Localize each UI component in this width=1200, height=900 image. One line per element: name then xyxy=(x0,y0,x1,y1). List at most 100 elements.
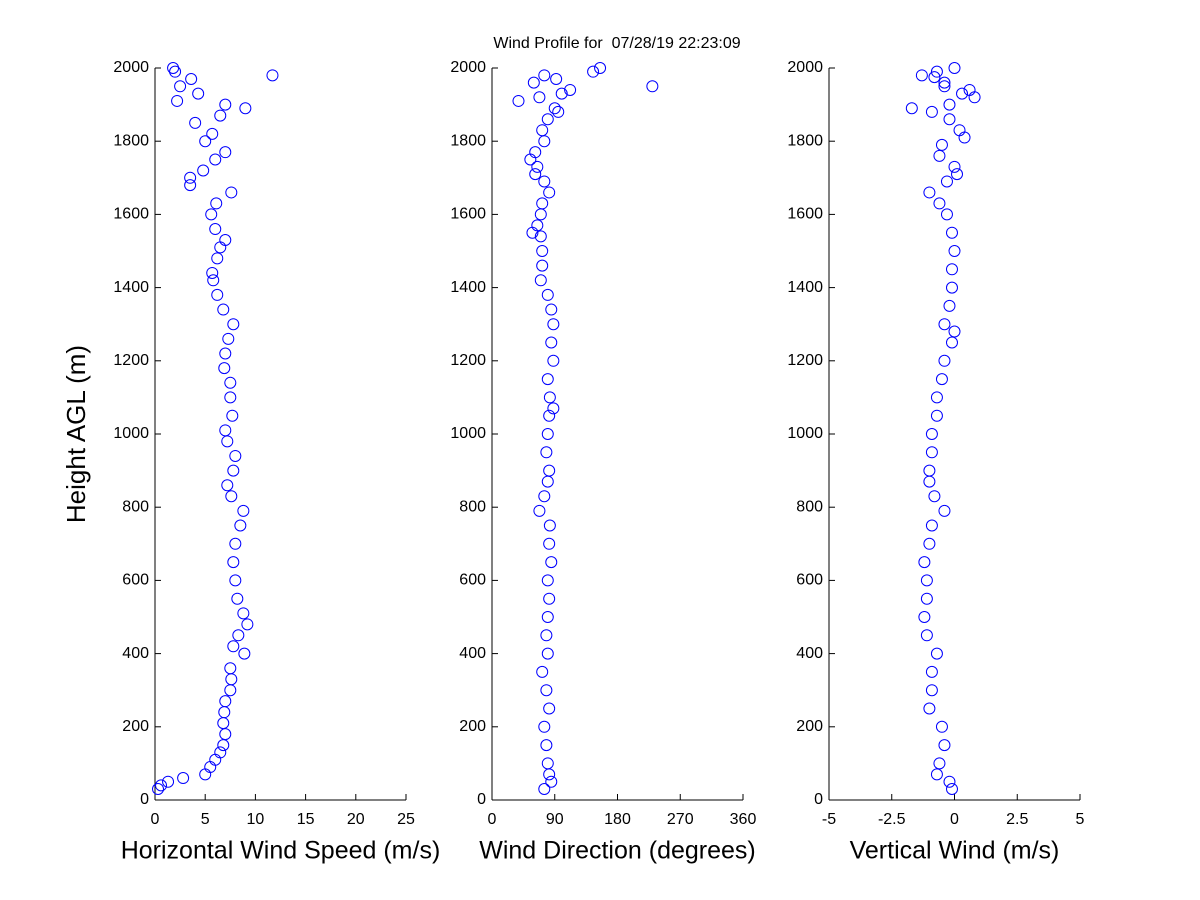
point xyxy=(543,702,556,715)
point xyxy=(219,98,232,111)
point xyxy=(933,757,946,770)
point xyxy=(543,391,556,404)
point xyxy=(943,113,956,126)
point xyxy=(224,391,237,404)
point xyxy=(948,325,961,338)
point xyxy=(531,219,544,232)
point xyxy=(948,245,961,257)
point xyxy=(930,768,943,781)
point xyxy=(167,62,180,74)
point xyxy=(933,197,946,210)
point xyxy=(512,94,525,107)
point xyxy=(538,175,551,188)
x-tick-label: 20 xyxy=(347,811,365,828)
x-axis-label: Vertical Wind (m/s) xyxy=(850,837,1060,865)
point xyxy=(241,618,254,631)
point xyxy=(552,105,565,118)
point xyxy=(218,362,231,375)
point xyxy=(536,665,549,678)
point xyxy=(938,318,951,331)
point xyxy=(155,779,168,792)
point xyxy=(945,226,958,239)
point xyxy=(547,402,560,415)
point xyxy=(536,124,549,137)
y-tick-label: 1400 xyxy=(450,279,486,296)
point xyxy=(221,479,234,492)
y-tick-label: 200 xyxy=(122,718,149,735)
y-tick-label: 1000 xyxy=(113,425,149,442)
point xyxy=(935,720,948,733)
point xyxy=(940,208,953,221)
x-tick-label: 0 xyxy=(488,811,497,828)
y-tick-label: 2000 xyxy=(787,59,823,76)
point xyxy=(206,266,219,279)
point xyxy=(930,647,943,660)
point xyxy=(923,464,936,477)
point xyxy=(545,336,558,349)
point xyxy=(587,65,600,78)
point xyxy=(545,556,558,569)
x-tick-label: 5 xyxy=(1076,811,1085,828)
point xyxy=(211,288,224,301)
y-tick-label: 600 xyxy=(459,572,486,589)
point xyxy=(543,186,556,199)
point xyxy=(930,409,943,422)
point xyxy=(928,71,941,84)
point xyxy=(920,592,933,605)
point xyxy=(540,684,553,697)
y-tick-label: 600 xyxy=(122,572,149,589)
y-tick-label: 400 xyxy=(459,645,486,662)
point xyxy=(915,69,928,82)
point xyxy=(928,490,941,503)
point xyxy=(547,354,560,367)
point xyxy=(935,138,948,151)
y-tick-label: 1600 xyxy=(787,206,823,223)
x-tick-label: 0 xyxy=(151,811,160,828)
point xyxy=(541,113,554,126)
point xyxy=(543,409,556,422)
point xyxy=(938,739,951,752)
point xyxy=(646,80,659,93)
point xyxy=(538,720,551,733)
point xyxy=(923,537,936,550)
point xyxy=(234,519,247,532)
point xyxy=(555,87,568,100)
point xyxy=(541,373,554,386)
x-tick-label: 270 xyxy=(667,811,694,828)
y-tick-label: 1400 xyxy=(113,279,149,296)
point xyxy=(229,537,242,550)
point xyxy=(224,662,237,675)
y-tick-label: 800 xyxy=(796,498,823,515)
point xyxy=(214,109,227,122)
point xyxy=(953,124,966,137)
point xyxy=(925,428,938,440)
point xyxy=(923,186,936,199)
y-tick-label: 1200 xyxy=(113,352,149,369)
x-tick-label: 2.5 xyxy=(1006,811,1028,828)
point xyxy=(541,288,554,301)
x-tick-label: 90 xyxy=(546,811,564,828)
point xyxy=(266,69,279,82)
point xyxy=(541,757,554,770)
y-tick-label: 1000 xyxy=(787,425,823,442)
y-tick-label: 800 xyxy=(122,498,149,515)
x-tick-label: 15 xyxy=(297,811,315,828)
point xyxy=(538,69,551,82)
point xyxy=(541,574,554,587)
point xyxy=(940,175,953,188)
point xyxy=(189,116,202,129)
y-tick-label: 600 xyxy=(796,572,823,589)
point xyxy=(232,629,245,642)
x-axis-label: Wind Direction (degrees) xyxy=(479,837,756,865)
y-tick-label: 200 xyxy=(459,718,486,735)
point xyxy=(945,336,958,349)
point xyxy=(538,783,551,796)
point xyxy=(211,252,224,265)
point xyxy=(938,354,951,367)
x-tick-label: -5 xyxy=(822,811,836,828)
point xyxy=(545,303,558,316)
point xyxy=(540,739,553,752)
y-tick-label: 1000 xyxy=(450,425,486,442)
y-tick-label: 1200 xyxy=(787,352,823,369)
